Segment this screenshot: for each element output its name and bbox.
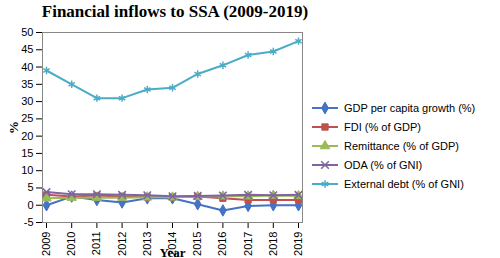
html-text:Remittance (% of GDP): Remittance (% of GDP): [344, 140, 459, 152]
svg-text:45: 45: [21, 43, 33, 55]
svg-text:15: 15: [21, 147, 33, 159]
html-text:GDP per capita growth (%): GDP per capita growth (%): [344, 102, 476, 114]
svg-text:2015: 2015: [191, 232, 203, 256]
svg-text:2011: 2011: [90, 232, 102, 256]
svg-text:2013: 2013: [141, 232, 153, 256]
html-text:External debt (% of GNI): External debt (% of GNI): [344, 178, 464, 190]
svg-text:Year: Year: [160, 245, 186, 258]
svg-text:10: 10: [21, 164, 33, 176]
svg-text:50: 50: [21, 26, 33, 38]
svg-text:0: 0: [27, 199, 33, 211]
svg-text:2017: 2017: [242, 232, 254, 256]
html-text:FDI (% of GDP): FDI (% of GDP): [344, 121, 421, 133]
svg-text:5: 5: [27, 181, 33, 193]
svg-text:2019: 2019: [292, 232, 304, 256]
svg-text:2010: 2010: [65, 232, 77, 256]
svg-text:%: %: [6, 121, 21, 134]
svg-text:-5: -5: [24, 216, 34, 228]
html-text:ODA (% of GNI): ODA (% of GNI): [344, 159, 423, 171]
svg-text:2016: 2016: [216, 232, 228, 256]
svg-text:30: 30: [21, 95, 33, 107]
html-text:Financial inflows to SSA (2009: Financial inflows to SSA (2009-2019): [41, 2, 309, 21]
svg-text:2012: 2012: [116, 232, 128, 256]
svg-text:40: 40: [21, 61, 33, 73]
svg-text:25: 25: [21, 112, 33, 124]
svg-text:2018: 2018: [267, 232, 279, 256]
svg-text:2009: 2009: [40, 232, 52, 256]
svg-text:20: 20: [21, 130, 33, 142]
svg-text:35: 35: [21, 78, 33, 90]
